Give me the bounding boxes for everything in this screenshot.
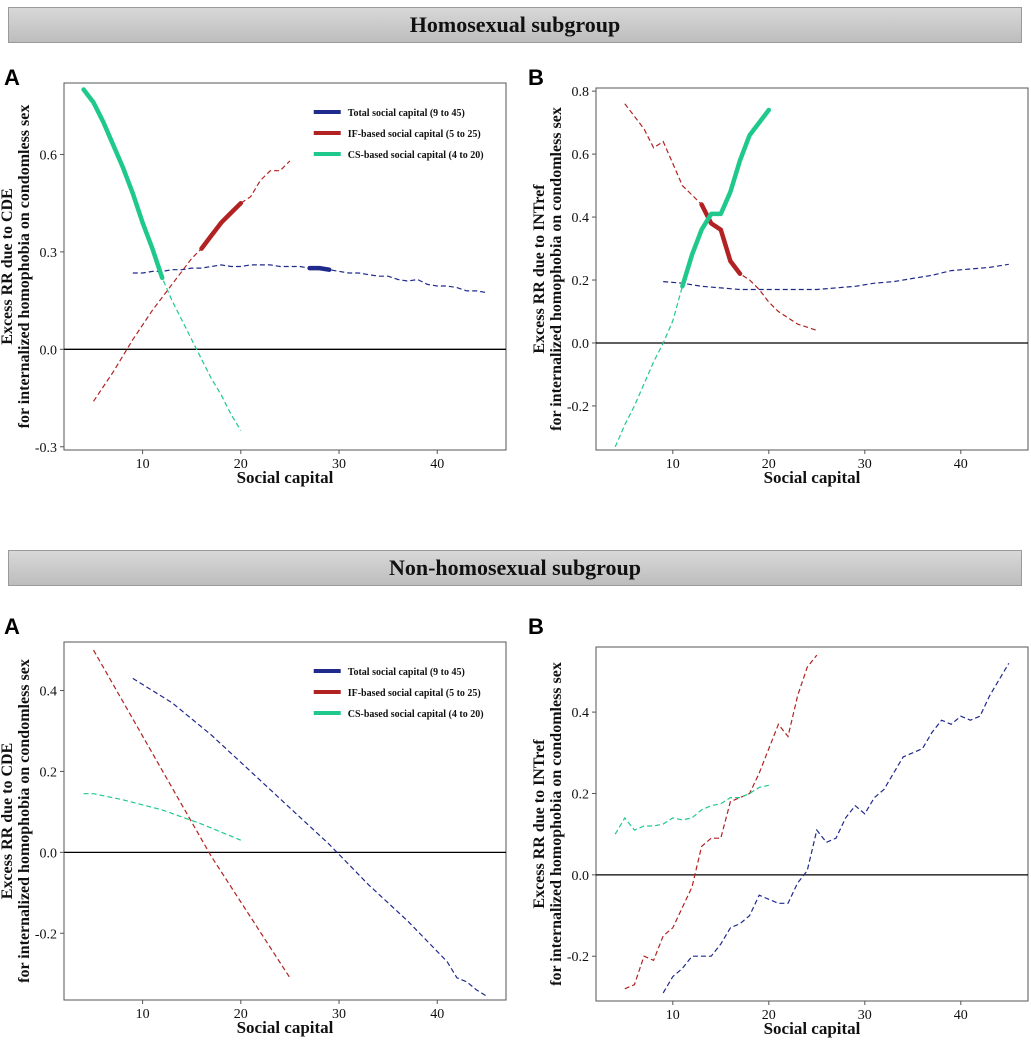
y-tick-label: 0.6 <box>572 148 590 163</box>
x-tick-label: 40 <box>954 457 968 472</box>
y-tick-label: 0.3 <box>40 246 58 261</box>
x-tick-label: 20 <box>762 457 776 472</box>
legend-label-total: Total social capital (9 to 45) <box>348 108 465 119</box>
y-tick-label: 0.0 <box>572 869 590 884</box>
y-tick-label: -0.3 <box>35 441 57 456</box>
series-line-total <box>132 677 487 997</box>
series-line-total <box>663 263 1009 291</box>
x-axis-label: Social capital <box>764 468 861 487</box>
series-line-total <box>662 662 1010 994</box>
legend-label-total: Total social capital (9 to 45) <box>348 667 465 678</box>
x-tick-label: 30 <box>858 1008 872 1023</box>
y-tick-label: 0.0 <box>40 846 58 861</box>
x-tick-label: 40 <box>430 457 444 472</box>
plot-frame <box>595 646 1029 1002</box>
plot-frame <box>63 641 507 1001</box>
legend-label-cs: CS-based social capital (4 to 20) <box>348 150 484 161</box>
x-axis-label: Social capital <box>237 1018 334 1037</box>
x-tick-label: 20 <box>762 1008 776 1023</box>
section-title-homosexual: Homosexual subgroup <box>8 7 1022 43</box>
y-tick-label: -0.2 <box>567 400 589 415</box>
x-tick-label: 10 <box>666 457 680 472</box>
y-axis-label: Excess RR due to CDE <box>0 743 16 899</box>
x-tick-label: 10 <box>136 1007 150 1022</box>
legend-label-if: IF-based social capital (5 to 25) <box>348 688 481 699</box>
y-axis-label: for internalized homophobia on condomles… <box>548 107 565 431</box>
section-title-non-homosexual: Non-homosexual subgroup <box>8 550 1022 586</box>
x-tick-label: 10 <box>666 1008 680 1023</box>
y-axis-label: for internalized homophobia on condomles… <box>16 659 33 983</box>
significant-segment-cs <box>81 87 165 281</box>
y-tick-label: -0.2 <box>35 927 57 942</box>
x-tick-label: 20 <box>234 1007 248 1022</box>
y-tick-label: 0.2 <box>40 765 58 780</box>
x-tick-label: 10 <box>136 457 150 472</box>
panel-label: A <box>4 65 20 90</box>
y-axis-label: for internalized homophobia on condomles… <box>548 662 565 986</box>
legend-label-if: IF-based social capital (5 to 25) <box>348 129 481 140</box>
y-tick-label: 0.4 <box>572 706 590 721</box>
series-line-if <box>92 649 291 979</box>
panel-label: B <box>528 614 544 639</box>
x-tick-label: 40 <box>430 1007 444 1022</box>
x-tick-label: 40 <box>954 1008 968 1023</box>
y-tick-label: -0.2 <box>567 950 589 965</box>
series-line-cs <box>614 784 769 835</box>
y-tick-label: 0.2 <box>572 274 590 289</box>
plot-frame <box>63 82 507 451</box>
x-tick-label: 30 <box>858 457 872 472</box>
y-tick-label: 0.4 <box>40 685 58 700</box>
series-line-if <box>624 654 818 990</box>
x-tick-label: 20 <box>234 457 248 472</box>
y-tick-label: 0.4 <box>572 211 590 226</box>
series-line-cs <box>83 793 242 841</box>
plot-frame <box>595 87 1029 451</box>
y-tick-label: 0.6 <box>40 148 58 163</box>
y-tick-label: 0.0 <box>572 337 590 352</box>
y-axis-label: Excess RR due to INTref <box>531 184 548 354</box>
y-axis-label: Excess RR due to CDE <box>0 188 16 344</box>
panel-label: A <box>4 614 20 639</box>
x-tick-label: 30 <box>332 457 346 472</box>
significant-segment-if <box>199 200 244 251</box>
significant-segment-total <box>307 265 332 272</box>
y-axis-label: for internalized homophobia on condomles… <box>16 105 33 429</box>
y-tick-label: 0.2 <box>572 787 590 802</box>
legend-label-cs: CS-based social capital (4 to 20) <box>348 709 484 720</box>
x-tick-label: 30 <box>332 1007 346 1022</box>
y-tick-label: 0.8 <box>572 85 590 100</box>
y-tick-label: 0.0 <box>40 343 58 358</box>
panel-label: B <box>528 65 544 90</box>
significant-segment-cs <box>680 107 772 289</box>
y-axis-label: Excess RR due to INTref <box>531 739 548 909</box>
x-axis-label: Social capital <box>237 468 334 487</box>
x-axis-label: Social capital <box>764 1019 861 1038</box>
